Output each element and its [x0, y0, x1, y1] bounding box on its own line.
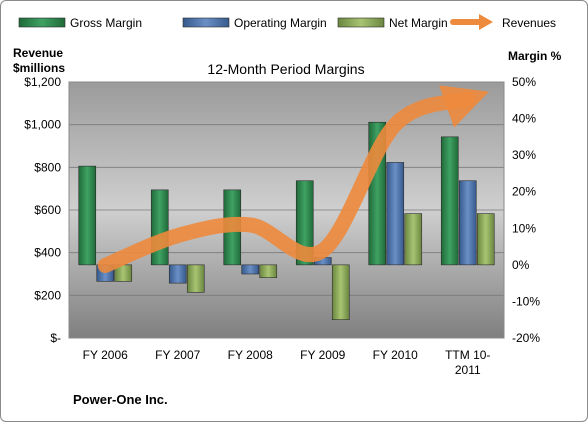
- legend-label: Net Margin: [389, 16, 448, 30]
- right-axis-title: Margin %: [508, 49, 562, 63]
- legend-swatch: [18, 17, 66, 28]
- x-tick-label: FY 2008: [228, 348, 273, 362]
- x-tick-label: 2011: [455, 363, 481, 377]
- legend-label: Operating Margin: [234, 16, 327, 30]
- legend-label: Gross Margin: [70, 16, 142, 30]
- left-axis-title-line-2: $millions: [13, 61, 65, 75]
- left-tick-label: $1,200: [24, 75, 61, 89]
- bar-gross-margin: [150, 189, 169, 266]
- right-tick-label: 0%: [512, 258, 530, 272]
- bar-operating-margin: [386, 162, 405, 266]
- bar-net-margin: [259, 264, 278, 278]
- x-axis-ticks: FY 2006 FY 2007 FY 2008 FY 2009 FY 2010 TTM 1…: [83, 348, 491, 377]
- revenues-line: [97, 85, 489, 273]
- x-tick-label: FY 2009: [300, 348, 345, 362]
- bar-gross-margin: [440, 136, 459, 266]
- bar-net-margin: [186, 264, 205, 293]
- chart-title: 12-Month Period Margins: [207, 61, 364, 77]
- right-tick-label: 30%: [512, 148, 536, 162]
- left-tick-label: $1,000: [24, 118, 61, 132]
- left-axis-title-line-1: Revenue: [13, 46, 63, 60]
- company-name: Power-One Inc.: [73, 392, 168, 407]
- right-tick-label: 50%: [512, 75, 536, 89]
- left-tick-label: $800: [34, 160, 61, 174]
- bar-gross-margin: [295, 180, 314, 266]
- left-tick-label: $200: [34, 288, 61, 302]
- legend-arrow-icon: [479, 14, 493, 30]
- left-axis-ticks: $- $200 $400 $600 $800 $1,000 $1,200: [24, 75, 61, 345]
- bar-operating-margin: [168, 264, 187, 284]
- left-tick-label: $600: [34, 203, 61, 217]
- right-axis-ticks: -20% -10% 0% 10% 20% 30% 40% 50%: [512, 75, 540, 345]
- legend-label: Revenues: [502, 16, 556, 30]
- bar-operating-margin: [458, 180, 477, 266]
- legend-swatch: [337, 17, 385, 28]
- plot-border: [68, 81, 505, 339]
- x-tick-label: TTM 10-: [445, 348, 490, 362]
- legend: Gross Margin Operating Margin Net Margin Re…: [18, 14, 556, 30]
- bar-gross-margin: [78, 165, 97, 266]
- legend-swatch: [182, 17, 230, 28]
- right-tick-label: -20%: [512, 331, 540, 345]
- bar-net-margin: [331, 264, 350, 321]
- x-tick-label: FY 2010: [373, 348, 418, 362]
- left-tick-label: $-: [50, 331, 61, 345]
- x-tick-label: FY 2007: [155, 348, 200, 362]
- bar-net-margin: [476, 213, 495, 266]
- left-tick-label: $400: [34, 246, 61, 260]
- right-tick-label: 20%: [512, 185, 536, 199]
- right-tick-label: 40%: [512, 112, 536, 126]
- right-tick-label: -10%: [512, 294, 540, 308]
- bar-operating-margin: [241, 264, 260, 275]
- right-tick-label: 10%: [512, 221, 536, 235]
- bar-net-margin: [404, 213, 423, 266]
- x-tick-label: FY 2006: [83, 348, 128, 362]
